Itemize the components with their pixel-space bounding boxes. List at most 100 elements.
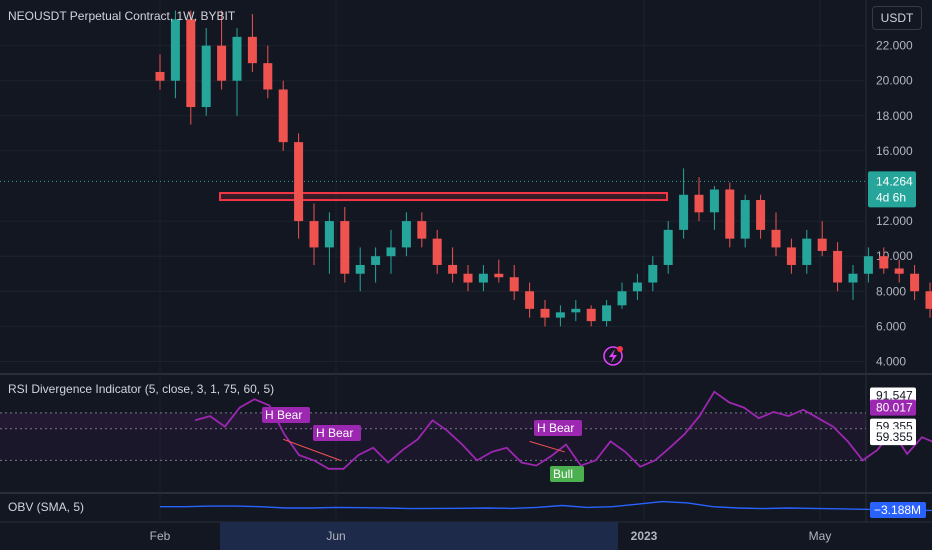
y-tick-label: 12.000 [876, 214, 913, 228]
x-tick-label: 2023 [631, 529, 658, 543]
x-tick-label: Jun [326, 529, 345, 543]
candle-body [217, 45, 227, 81]
candle-body [771, 229, 781, 248]
candle-body [509, 277, 519, 292]
candle-body [432, 238, 442, 265]
rsi-value-box [870, 429, 916, 446]
candle-body [371, 256, 381, 265]
obv-title: OBV (SMA, 5) [8, 500, 84, 514]
rsi-band [0, 412, 866, 429]
candle-body [709, 189, 719, 213]
divergence-label: H Bear [537, 421, 574, 435]
candle-body [648, 264, 658, 283]
rsi-title: RSI Divergence Indicator (5, close, 3, 1… [8, 382, 274, 396]
y-tick-label: 18.000 [876, 109, 913, 123]
rsi-band-lower [0, 428, 866, 461]
obv-value-box [870, 502, 926, 518]
rsi-value-label: 91.547 [876, 388, 913, 402]
candle-body [186, 19, 196, 108]
candle-body [571, 308, 581, 313]
rsi-value-box [870, 399, 916, 416]
candle-body [170, 19, 180, 81]
candle-body [863, 256, 873, 274]
y-tick-label: 20.000 [876, 74, 913, 88]
rsi-value-label: 80.017 [876, 401, 913, 415]
divergence-label-bg [313, 425, 361, 441]
candle-body [201, 45, 211, 108]
candle-body [617, 291, 627, 306]
y-tick-label: 10.000 [876, 249, 913, 263]
candle-body [725, 189, 735, 239]
y-tick-label: 6.000 [876, 319, 906, 333]
divergence-label: Bull [553, 467, 573, 481]
candle-body [786, 247, 796, 265]
divergence-line [283, 438, 341, 461]
obv-value-label: −3.188M [874, 503, 921, 517]
candle-body [586, 308, 596, 322]
candle-body [386, 247, 396, 257]
rsi-value-label: 59.355 [876, 430, 913, 444]
currency-button[interactable]: USDT [872, 6, 922, 30]
candle-body [740, 200, 750, 239]
candle-body [494, 273, 504, 278]
candle-body [663, 229, 673, 265]
rsi-value-label: 59.355 [876, 420, 913, 434]
candle-body [309, 221, 319, 248]
countdown-label: 4d 6h [876, 190, 906, 204]
candle-body [833, 250, 843, 283]
candle-body [294, 142, 304, 222]
candle-body [263, 63, 273, 90]
time-range-highlight [220, 522, 618, 550]
candle-body [525, 291, 535, 309]
resistance-zone [219, 192, 668, 202]
divergence-label: H Bear [265, 408, 302, 422]
candle-body [417, 221, 427, 239]
candle-body [555, 312, 565, 318]
obv-line [160, 500, 932, 512]
chart-title: NEOUSDT Perpetual Contract, 1W, BYBIT [8, 9, 236, 23]
divergence-label-bg [534, 420, 582, 436]
candle-body [894, 268, 904, 274]
candle-body [340, 221, 350, 274]
divergence-label-bg [550, 466, 584, 482]
candle-body [802, 238, 812, 265]
candle-body [848, 273, 858, 283]
candle-body [401, 221, 411, 248]
candle-body [817, 238, 827, 251]
candle-body [540, 308, 550, 318]
candle-body [694, 194, 704, 213]
divergence-line [529, 440, 565, 453]
candle-body [278, 89, 288, 143]
x-tick-label: May [809, 529, 832, 543]
y-tick-label: 8.000 [876, 284, 906, 298]
last-price-label: 14.264 [876, 174, 913, 188]
candle-body [879, 256, 889, 269]
rsi-value-box [870, 418, 916, 435]
divergence-label-bg [262, 407, 310, 423]
candle-body [463, 273, 473, 283]
divergence-label: H Bear [316, 426, 353, 440]
candle-body [232, 36, 242, 81]
last-price-box [868, 171, 916, 208]
candle-body [247, 36, 257, 64]
candle-body [679, 194, 689, 230]
rsi-line [194, 390, 932, 470]
candle-body [155, 71, 165, 81]
y-tick-label: 4.000 [876, 354, 906, 368]
y-tick-label: 16.000 [876, 144, 913, 158]
candle-body [910, 273, 920, 292]
candle-body [355, 264, 365, 274]
candle-body [925, 291, 932, 309]
rsi-value-box [870, 387, 916, 404]
x-tick-label: Feb [150, 529, 171, 543]
candle-body [632, 282, 642, 292]
candle-body [324, 221, 334, 248]
y-tick-label: 22.000 [876, 39, 913, 53]
candle-body [602, 305, 612, 322]
candle-body [756, 200, 766, 230]
candle-body [478, 273, 488, 283]
candle-body [448, 264, 458, 274]
lightning-bolt-icon [603, 346, 623, 366]
